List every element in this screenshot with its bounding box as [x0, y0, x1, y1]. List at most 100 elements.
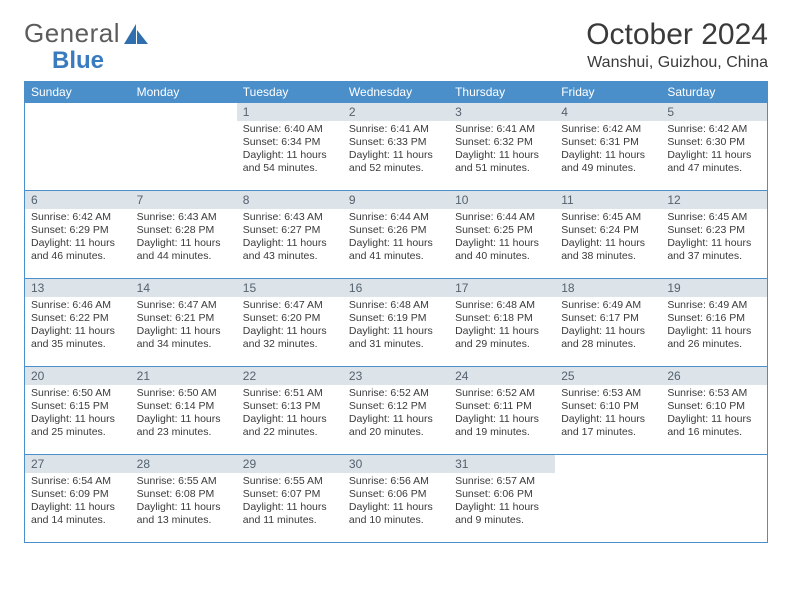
day-line-ss: Sunset: 6:09 PM — [31, 488, 125, 501]
day-line-dl2: and 51 minutes. — [455, 162, 549, 175]
day-line-dl1: Daylight: 11 hours — [137, 413, 231, 426]
day-line-sr: Sunrise: 6:54 AM — [31, 475, 125, 488]
brand-accent: Blue — [52, 47, 150, 75]
day-cell: 21Sunrise: 6:50 AMSunset: 6:14 PMDayligh… — [131, 367, 237, 455]
day-details: Sunrise: 6:42 AMSunset: 6:29 PMDaylight:… — [25, 209, 131, 268]
day-line-dl1: Daylight: 11 hours — [667, 413, 761, 426]
day-number: 6 — [25, 191, 131, 209]
day-number: 5 — [661, 103, 767, 121]
day-line-dl1: Daylight: 11 hours — [455, 501, 549, 514]
day-line-dl1: Daylight: 11 hours — [561, 149, 655, 162]
day-line-ss: Sunset: 6:26 PM — [349, 224, 443, 237]
day-cell: 10Sunrise: 6:44 AMSunset: 6:25 PMDayligh… — [449, 191, 555, 279]
day-line-sr: Sunrise: 6:53 AM — [667, 387, 761, 400]
day-line-sr: Sunrise: 6:50 AM — [31, 387, 125, 400]
day-line-dl1: Daylight: 11 hours — [349, 237, 443, 250]
day-number: 24 — [449, 367, 555, 385]
day-cell: 8Sunrise: 6:43 AMSunset: 6:27 PMDaylight… — [237, 191, 343, 279]
weekday-header: Sunday — [25, 82, 131, 103]
weekday-header: Saturday — [661, 82, 767, 103]
week-row: 27Sunrise: 6:54 AMSunset: 6:09 PMDayligh… — [25, 455, 768, 543]
day-line-ss: Sunset: 6:08 PM — [137, 488, 231, 501]
day-line-dl1: Daylight: 11 hours — [31, 237, 125, 250]
brand-row: General — [24, 18, 150, 49]
day-line-sr: Sunrise: 6:49 AM — [561, 299, 655, 312]
day-line-dl1: Daylight: 11 hours — [31, 501, 125, 514]
day-details: Sunrise: 6:42 AMSunset: 6:30 PMDaylight:… — [661, 121, 767, 180]
day-line-dl2: and 26 minutes. — [667, 338, 761, 351]
day-line-ss: Sunset: 6:31 PM — [561, 136, 655, 149]
day-number: 15 — [237, 279, 343, 297]
day-cell: 22Sunrise: 6:51 AMSunset: 6:13 PMDayligh… — [237, 367, 343, 455]
weekday-header: Tuesday — [237, 82, 343, 103]
day-line-dl1: Daylight: 11 hours — [561, 413, 655, 426]
day-line-sr: Sunrise: 6:55 AM — [243, 475, 337, 488]
day-number: 17 — [449, 279, 555, 297]
top-bar: General Blue October 2024 Wanshui, Guizh… — [24, 18, 768, 75]
day-line-dl1: Daylight: 11 hours — [667, 325, 761, 338]
day-details: Sunrise: 6:50 AMSunset: 6:14 PMDaylight:… — [131, 385, 237, 444]
day-cell: 17Sunrise: 6:48 AMSunset: 6:18 PMDayligh… — [449, 279, 555, 367]
day-line-dl1: Daylight: 11 hours — [137, 325, 231, 338]
day-line-sr: Sunrise: 6:47 AM — [243, 299, 337, 312]
day-line-ss: Sunset: 6:14 PM — [137, 400, 231, 413]
day-line-dl1: Daylight: 11 hours — [349, 149, 443, 162]
day-number: 20 — [25, 367, 131, 385]
day-details: Sunrise: 6:52 AMSunset: 6:11 PMDaylight:… — [449, 385, 555, 444]
day-details: Sunrise: 6:48 AMSunset: 6:19 PMDaylight:… — [343, 297, 449, 356]
day-line-sr: Sunrise: 6:51 AM — [243, 387, 337, 400]
day-details: Sunrise: 6:49 AMSunset: 6:17 PMDaylight:… — [555, 297, 661, 356]
sail-icon — [124, 24, 150, 44]
day-line-dl1: Daylight: 11 hours — [561, 325, 655, 338]
day-line-dl2: and 34 minutes. — [137, 338, 231, 351]
day-line-sr: Sunrise: 6:42 AM — [561, 123, 655, 136]
day-line-dl1: Daylight: 11 hours — [137, 501, 231, 514]
brand-word: General — [24, 18, 120, 49]
month-title: October 2024 — [586, 18, 768, 52]
brand-logo: General Blue — [24, 18, 150, 75]
day-line-dl1: Daylight: 11 hours — [455, 325, 549, 338]
day-line-ss: Sunset: 6:13 PM — [243, 400, 337, 413]
day-cell: 12Sunrise: 6:45 AMSunset: 6:23 PMDayligh… — [661, 191, 767, 279]
day-number: 11 — [555, 191, 661, 209]
day-number: 16 — [343, 279, 449, 297]
day-cell: 5Sunrise: 6:42 AMSunset: 6:30 PMDaylight… — [661, 103, 767, 191]
day-line-dl2: and 28 minutes. — [561, 338, 655, 351]
day-details: Sunrise: 6:56 AMSunset: 6:06 PMDaylight:… — [343, 473, 449, 532]
day-line-dl1: Daylight: 11 hours — [455, 149, 549, 162]
day-number: 12 — [661, 191, 767, 209]
day-cell: 19Sunrise: 6:49 AMSunset: 6:16 PMDayligh… — [661, 279, 767, 367]
day-details: Sunrise: 6:45 AMSunset: 6:23 PMDaylight:… — [661, 209, 767, 268]
calendar-head: SundayMondayTuesdayWednesdayThursdayFrid… — [25, 82, 768, 103]
day-number: 1 — [237, 103, 343, 121]
day-cell: 30Sunrise: 6:56 AMSunset: 6:06 PMDayligh… — [343, 455, 449, 543]
day-line-ss: Sunset: 6:11 PM — [455, 400, 549, 413]
day-line-ss: Sunset: 6:19 PM — [349, 312, 443, 325]
day-number: 31 — [449, 455, 555, 473]
day-cell: 24Sunrise: 6:52 AMSunset: 6:11 PMDayligh… — [449, 367, 555, 455]
day-number: 28 — [131, 455, 237, 473]
day-cell: 14Sunrise: 6:47 AMSunset: 6:21 PMDayligh… — [131, 279, 237, 367]
day-number: 2 — [343, 103, 449, 121]
day-line-dl2: and 11 minutes. — [243, 514, 337, 527]
day-details: Sunrise: 6:43 AMSunset: 6:27 PMDaylight:… — [237, 209, 343, 268]
weekday-header: Wednesday — [343, 82, 449, 103]
day-details: Sunrise: 6:52 AMSunset: 6:12 PMDaylight:… — [343, 385, 449, 444]
day-details: Sunrise: 6:48 AMSunset: 6:18 PMDaylight:… — [449, 297, 555, 356]
day-line-sr: Sunrise: 6:48 AM — [349, 299, 443, 312]
day-details: Sunrise: 6:41 AMSunset: 6:33 PMDaylight:… — [343, 121, 449, 180]
day-line-sr: Sunrise: 6:47 AM — [137, 299, 231, 312]
day-details: Sunrise: 6:42 AMSunset: 6:31 PMDaylight:… — [555, 121, 661, 180]
day-line-dl2: and 9 minutes. — [455, 514, 549, 527]
day-line-ss: Sunset: 6:12 PM — [349, 400, 443, 413]
day-number: 26 — [661, 367, 767, 385]
day-details: Sunrise: 6:55 AMSunset: 6:08 PMDaylight:… — [131, 473, 237, 532]
day-line-sr: Sunrise: 6:45 AM — [561, 211, 655, 224]
day-line-ss: Sunset: 6:06 PM — [349, 488, 443, 501]
week-row: 1Sunrise: 6:40 AMSunset: 6:34 PMDaylight… — [25, 103, 768, 191]
day-line-dl1: Daylight: 11 hours — [31, 413, 125, 426]
day-line-sr: Sunrise: 6:57 AM — [455, 475, 549, 488]
weekday-header: Friday — [555, 82, 661, 103]
day-details: Sunrise: 6:44 AMSunset: 6:25 PMDaylight:… — [449, 209, 555, 268]
day-line-ss: Sunset: 6:16 PM — [667, 312, 761, 325]
